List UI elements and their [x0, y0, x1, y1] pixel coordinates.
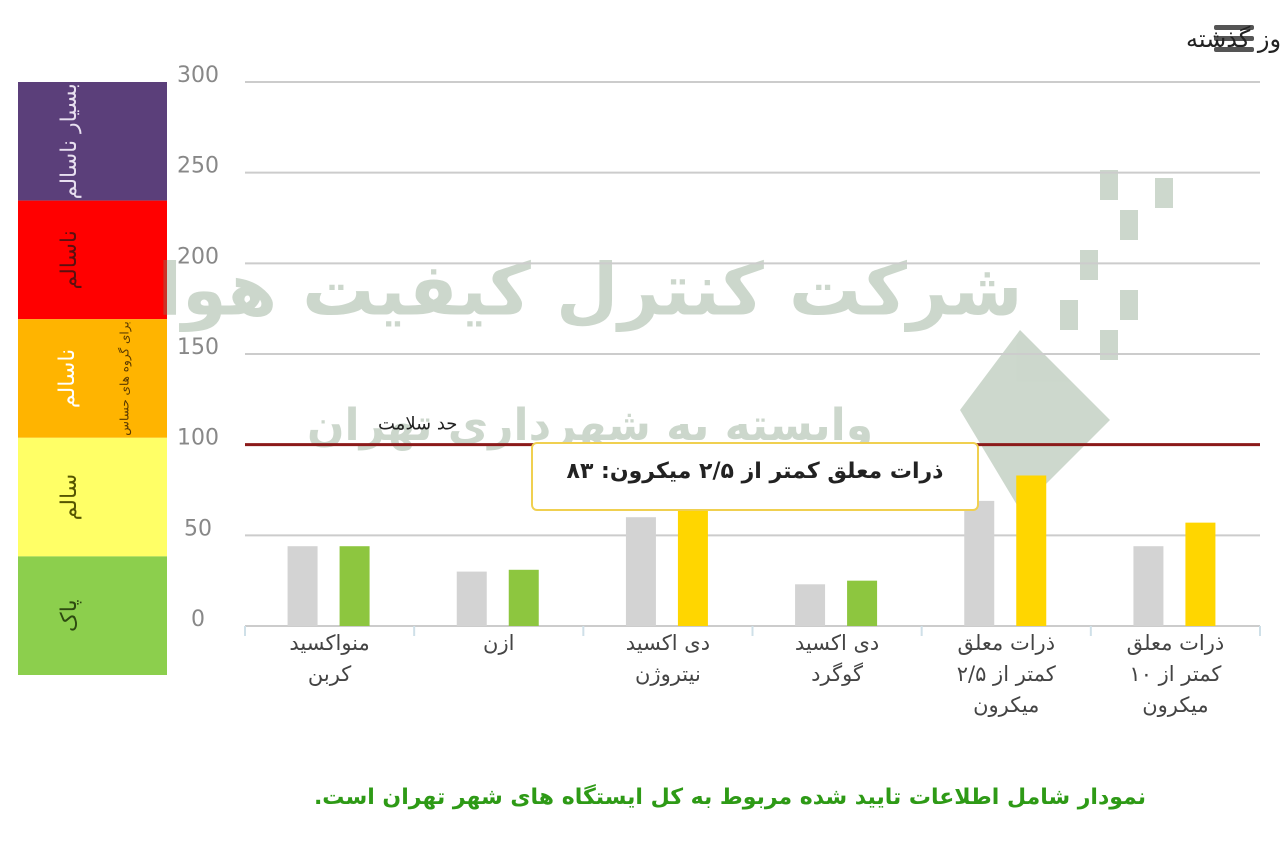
y-tick-label: 300	[177, 63, 219, 88]
aqi-band	[18, 437, 167, 557]
aqi-band-label: ناسالم	[55, 349, 80, 408]
bar	[847, 580, 878, 626]
footnote: نمودار شامل اطلاعات تایید شده مربوط به ک…	[314, 783, 1146, 810]
bar	[625, 517, 656, 626]
aqi-band-label: بسیار ناسالم	[57, 83, 82, 199]
bar	[456, 571, 487, 626]
y-tick-label: 200	[177, 244, 219, 269]
bar	[287, 546, 318, 626]
chart-title: شاخص کیفیت هوا در ساعت ۱۱ مورخ ۱۳۹۴/۱۲/۲…	[1186, 24, 1280, 53]
threshold-label: حد سلامت	[378, 414, 457, 435]
bar	[1185, 522, 1216, 626]
aqi-band-sublabel: برای گروه های حساس	[118, 321, 133, 435]
y-tick-label: 150	[177, 335, 219, 360]
bar	[508, 569, 539, 626]
menu-icon[interactable]	[1214, 25, 1254, 52]
watermark: شرکت کنترل کیفیت هوا	[157, 248, 1022, 333]
bar	[964, 500, 995, 626]
aqi-band-label: پاک	[57, 599, 82, 632]
y-tick-label: 50	[184, 516, 212, 541]
bar	[795, 584, 826, 626]
bar	[1016, 475, 1047, 626]
tooltip-text: ذرات معلق کمتر از ۲/۵ میکرون: ۸۳	[567, 459, 944, 484]
aqi-band-label: ناسالم	[57, 230, 82, 289]
y-tick-label: 250	[177, 154, 219, 179]
bar	[339, 546, 370, 626]
x-tick-label: ذرات معلق کمتر از ۲/۵ میکرون	[956, 631, 1056, 717]
x-tick-label: ذرات معلق کمتر از ۱۰ میکرون	[1126, 631, 1225, 717]
x-tick-label: دی اکسید گوگرد	[794, 631, 880, 686]
x-tick-label: ازن	[483, 631, 515, 655]
bar	[1133, 546, 1164, 626]
y-tick-label: 0	[191, 607, 205, 632]
bar	[677, 508, 708, 626]
aqi-band-label: سالم	[57, 474, 82, 520]
x-tick-label: دی اکسید نیتروژن	[625, 631, 711, 686]
aqi-band	[18, 319, 167, 438]
y-tick-label: 100	[177, 426, 219, 451]
aqi-band	[18, 200, 167, 320]
aqi-band	[18, 82, 167, 201]
watermark-logo	[960, 170, 1173, 510]
x-tick-label: منواکسید کربن	[289, 631, 370, 686]
aqi-band	[18, 556, 167, 675]
tooltip-box	[531, 442, 979, 511]
